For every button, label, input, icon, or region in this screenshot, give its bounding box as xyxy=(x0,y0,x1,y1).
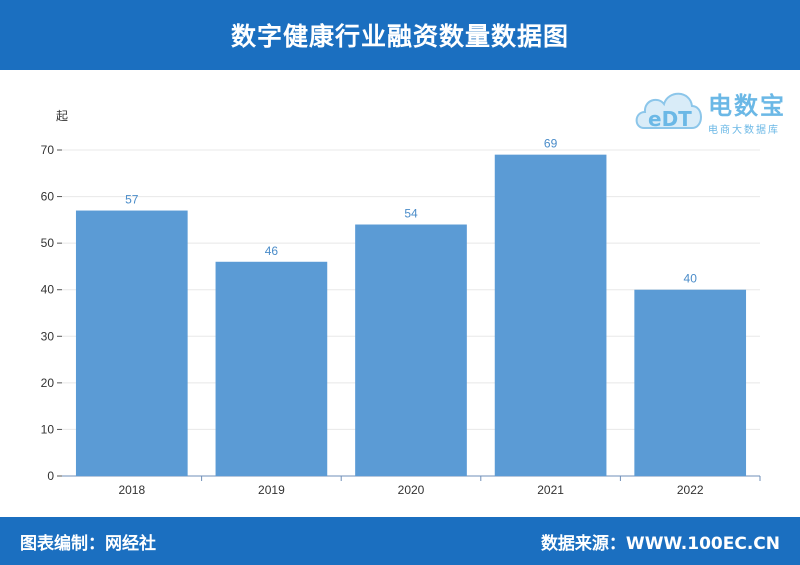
bar xyxy=(634,289,747,476)
y-tick-label: 70 xyxy=(41,143,55,157)
y-tick-label: 60 xyxy=(41,190,55,204)
bar xyxy=(355,224,467,476)
logo-subtitle: 电商大数据库 xyxy=(708,125,780,136)
x-tick-label: 2021 xyxy=(537,483,564,497)
bars: 57 46 54 69 40 xyxy=(75,137,747,477)
logo-mark: eDT xyxy=(648,107,692,131)
footer-banner: 图表编制：网经社 数据来源：WWW.100EC.CN xyxy=(0,517,800,565)
bar xyxy=(215,261,328,476)
bar-chart: 0 10 20 30 40 50 60 70 2018 2019 2020 2021 2022 57 46… xyxy=(41,109,761,497)
y-tick-label: 30 xyxy=(41,329,55,343)
x-tick-label: 2019 xyxy=(258,483,285,497)
bar-value-label: 46 xyxy=(265,244,279,258)
footer-credit: 图表编制：网经社 xyxy=(20,533,156,554)
brand-logo: eDT 电数宝 电商大数据库 xyxy=(632,74,794,138)
x-tick-label: 2022 xyxy=(677,483,704,497)
y-axis-unit-label: 起 xyxy=(56,109,68,123)
cloud-logo-icon: eDT xyxy=(635,92,702,131)
footer-source: 数据来源：WWW.100EC.CN xyxy=(540,533,780,554)
bar xyxy=(494,154,607,476)
y-tick-label: 0 xyxy=(47,469,54,483)
title-banner: 数字健康行业融资数量数据图 xyxy=(0,0,800,70)
bar-value-label: 57 xyxy=(125,193,139,207)
y-tick-label: 20 xyxy=(41,376,55,390)
y-tick-label: 50 xyxy=(41,236,55,250)
y-tick-label: 10 xyxy=(41,422,55,436)
bar-value-label: 40 xyxy=(684,272,698,286)
x-tick-label: 2018 xyxy=(118,483,145,497)
bar xyxy=(75,210,188,477)
bar-value-label: 54 xyxy=(404,207,418,221)
logo-name: 电数宝 xyxy=(708,92,786,120)
chart-title: 数字健康行业融资数量数据图 xyxy=(230,22,569,51)
x-tick-label: 2020 xyxy=(398,483,425,497)
bar-value-label: 69 xyxy=(544,137,558,151)
y-tick-label: 40 xyxy=(41,283,55,297)
